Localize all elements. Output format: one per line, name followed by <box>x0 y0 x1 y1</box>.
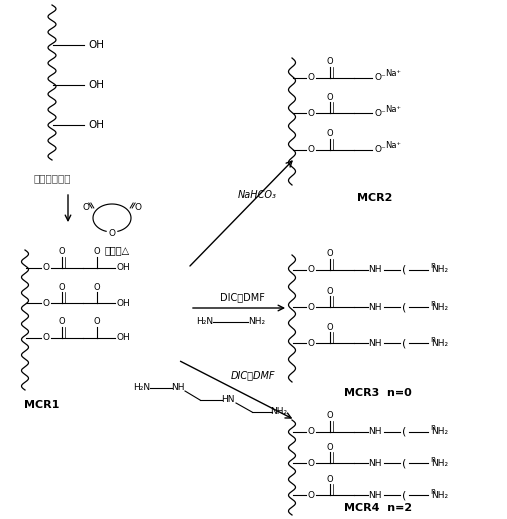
Text: O: O <box>327 286 333 295</box>
Text: O: O <box>82 203 89 212</box>
Text: O: O <box>327 58 333 66</box>
Text: O: O <box>308 303 314 311</box>
Text: O: O <box>308 338 314 348</box>
Text: O: O <box>327 474 333 484</box>
Text: O: O <box>43 298 50 307</box>
Text: n: n <box>430 424 436 432</box>
Text: DIC，DMF: DIC，DMF <box>220 292 265 302</box>
Text: NH: NH <box>368 338 382 348</box>
Text: O⁻: O⁻ <box>374 145 386 155</box>
Text: DIC，DMF: DIC，DMF <box>231 370 275 380</box>
Text: O⁻: O⁻ <box>374 108 386 117</box>
Text: NH: NH <box>368 428 382 436</box>
Text: OH: OH <box>116 298 130 307</box>
Text: 木薯渣纤维素: 木薯渣纤维素 <box>33 173 71 183</box>
Text: 吵啊，△: 吵啊，△ <box>104 245 130 255</box>
Text: n: n <box>430 486 436 496</box>
Text: O: O <box>94 282 100 292</box>
Text: OH: OH <box>88 120 104 130</box>
Text: OH: OH <box>116 264 130 272</box>
Text: Na⁺: Na⁺ <box>385 104 401 114</box>
Text: Na⁺: Na⁺ <box>385 142 401 151</box>
Text: O: O <box>308 266 314 275</box>
Text: NH₂: NH₂ <box>431 428 449 436</box>
Text: O: O <box>327 92 333 102</box>
Text: NH: NH <box>368 266 382 275</box>
Text: O: O <box>308 490 314 499</box>
Text: NH₂: NH₂ <box>431 266 449 275</box>
Text: O: O <box>327 412 333 420</box>
Text: n: n <box>430 262 436 270</box>
Text: (: ( <box>402 490 406 500</box>
Text: MCR4  n=2: MCR4 n=2 <box>344 503 412 513</box>
Text: OH: OH <box>88 80 104 90</box>
Text: O: O <box>308 108 314 117</box>
Text: O: O <box>43 264 50 272</box>
Text: O: O <box>327 443 333 452</box>
Text: (: ( <box>402 427 406 437</box>
Text: MCR1: MCR1 <box>24 400 60 410</box>
Text: HN: HN <box>221 395 235 404</box>
Text: O: O <box>94 248 100 256</box>
Text: H₂N: H₂N <box>133 384 150 392</box>
Text: NH₂: NH₂ <box>431 303 449 311</box>
Text: (: ( <box>402 265 406 275</box>
Text: H₂N: H₂N <box>196 318 213 326</box>
Text: O: O <box>59 248 65 256</box>
Text: MCR2: MCR2 <box>357 193 393 203</box>
Text: O: O <box>94 318 100 326</box>
Text: NH₂: NH₂ <box>431 458 449 468</box>
Text: NH₂: NH₂ <box>270 407 287 417</box>
Text: n: n <box>430 298 436 307</box>
Text: NH: NH <box>368 303 382 311</box>
Text: (: ( <box>402 338 406 348</box>
Text: O: O <box>43 334 50 343</box>
Text: OH: OH <box>88 40 104 50</box>
Text: (: ( <box>402 302 406 312</box>
Text: (: ( <box>402 458 406 468</box>
Text: NH: NH <box>171 384 185 392</box>
Text: n: n <box>430 455 436 463</box>
Text: MCR3  n=0: MCR3 n=0 <box>344 388 412 398</box>
Text: O: O <box>327 250 333 258</box>
Text: O: O <box>308 428 314 436</box>
Text: O: O <box>135 203 141 212</box>
Text: O⁻: O⁻ <box>374 74 386 83</box>
Text: NaHCO₃: NaHCO₃ <box>238 190 276 200</box>
Text: O: O <box>59 282 65 292</box>
Text: O: O <box>308 145 314 155</box>
Text: O: O <box>59 318 65 326</box>
Text: O: O <box>108 229 116 239</box>
Text: NH₂: NH₂ <box>431 338 449 348</box>
Text: NH: NH <box>368 490 382 499</box>
Text: O: O <box>308 458 314 468</box>
Text: Na⁺: Na⁺ <box>385 70 401 78</box>
Text: OH: OH <box>116 334 130 343</box>
Text: NH₂: NH₂ <box>248 318 266 326</box>
Text: NH: NH <box>368 458 382 468</box>
Text: NH₂: NH₂ <box>431 490 449 499</box>
Text: O: O <box>327 322 333 332</box>
Text: O: O <box>308 74 314 83</box>
Text: n: n <box>430 335 436 344</box>
Text: O: O <box>327 130 333 139</box>
